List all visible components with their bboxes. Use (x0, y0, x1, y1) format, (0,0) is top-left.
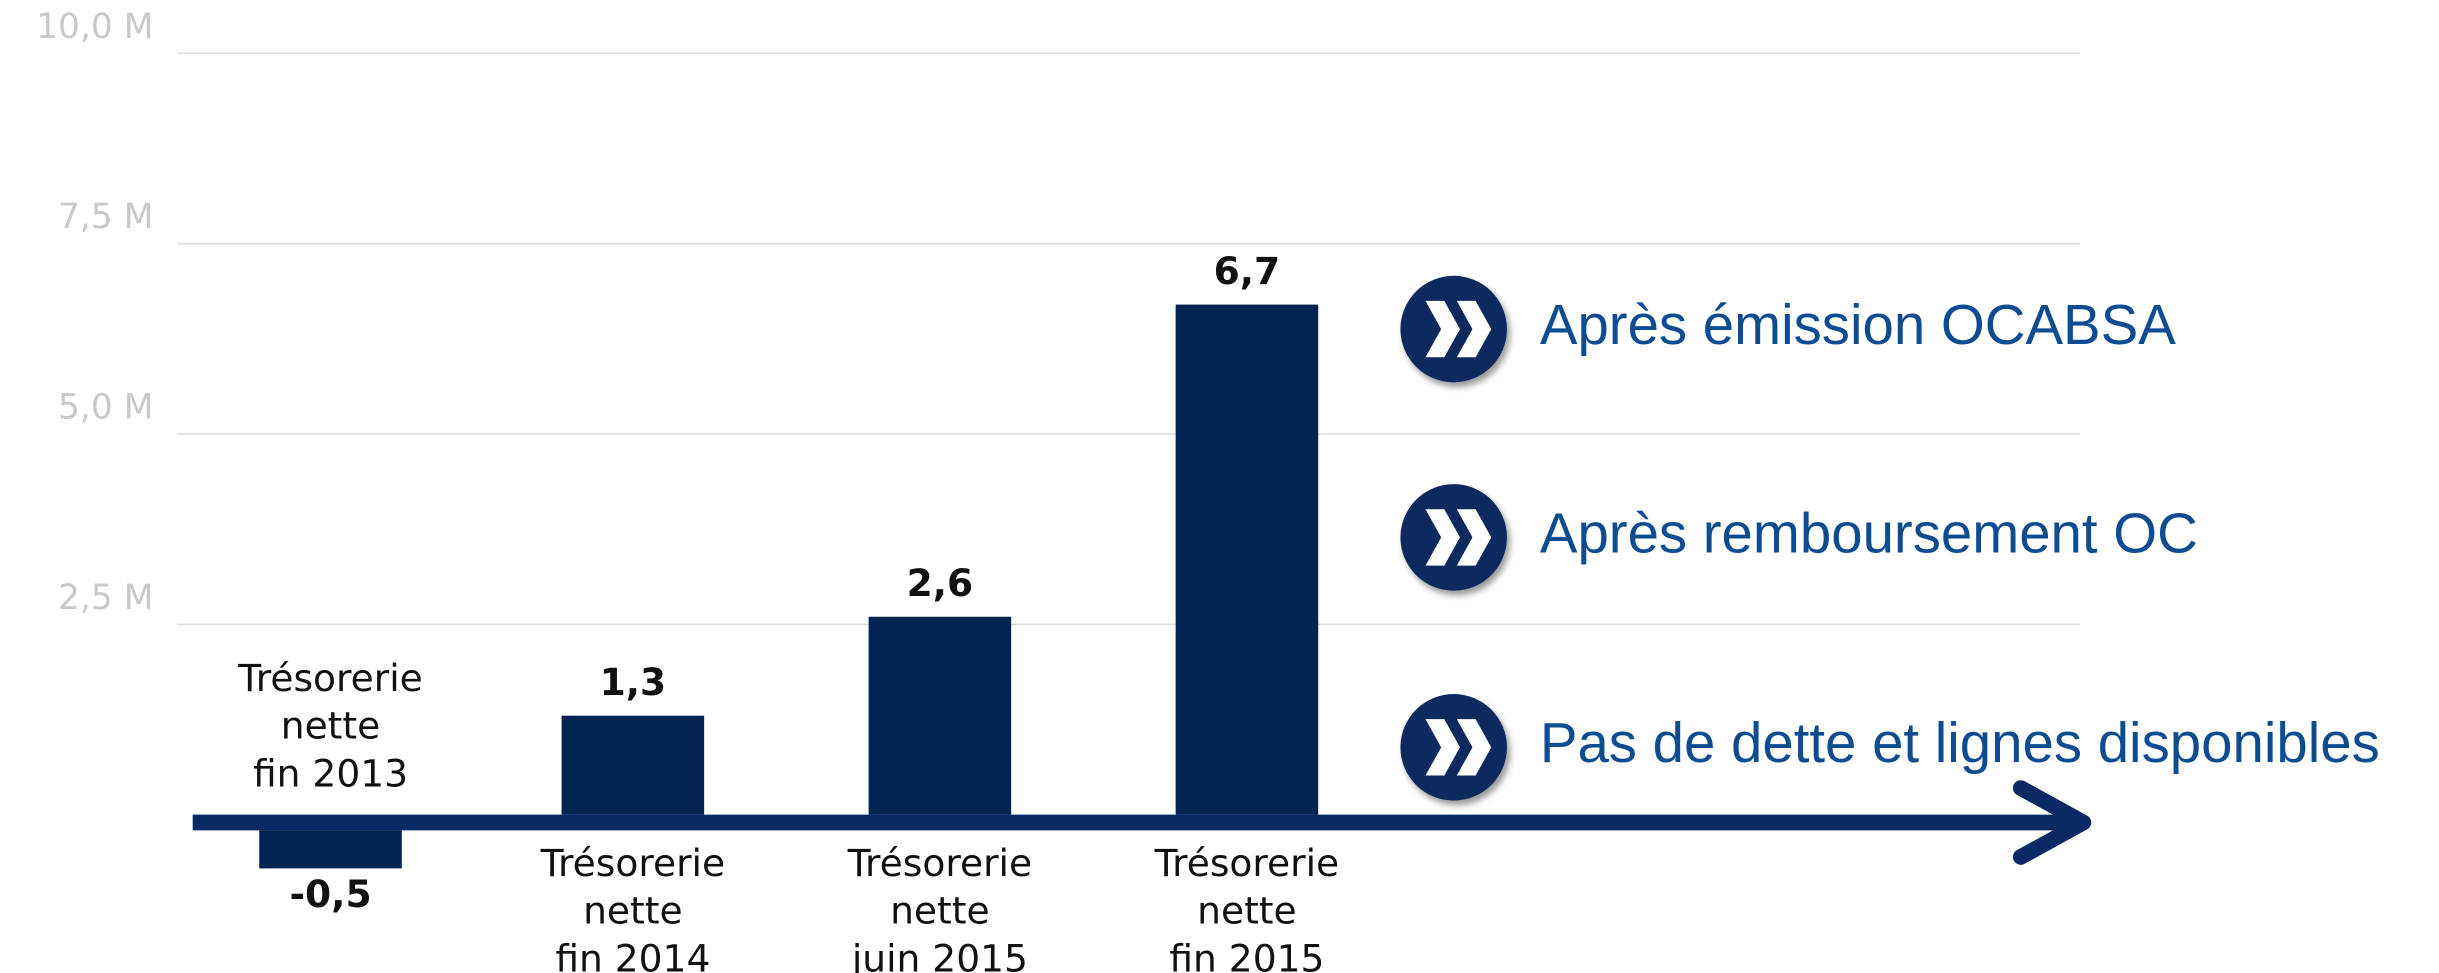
x-tick-label-line: Trésorerie (540, 840, 726, 884)
bar (561, 715, 705, 815)
icon-chevrons (1425, 509, 1492, 566)
x-tick-label-line: Trésorerie (847, 840, 1032, 884)
value-label: 1,3 (600, 660, 667, 704)
x-tick-label: Trésorerie nette fin 2014 (540, 840, 726, 973)
y-tick-label: 7,5 M (58, 197, 153, 237)
x-tick-label-line: nette (1197, 888, 1297, 932)
annotation-icon (1400, 275, 1507, 383)
x-tick-label-line: Trésorerie (237, 655, 423, 699)
x-tick-label-line: nette (281, 703, 381, 747)
annotation: Pas de dette et lignes disponibles (1540, 711, 2380, 774)
x-tick-label-line: fin 2014 (555, 936, 710, 973)
axis-arrow (2012, 780, 2092, 865)
x-tick-label: Trésorerie nette fin 2015 (1154, 840, 1340, 973)
x-tick-label-line: juin 2015 (851, 936, 1028, 973)
annotation-icon (1400, 694, 1507, 801)
x-tick-label: Trésorerie nette juin 2015 (847, 840, 1032, 973)
annotations: Après émission OCABSA Après remboursement… (1400, 275, 2380, 801)
x-tick-label-line: nette (583, 888, 683, 932)
annotation-icon (1400, 484, 1507, 591)
bar (259, 830, 402, 869)
grid: 2,5 M 5,0 M 7,5 M 10,0 M (36, 7, 2081, 626)
x-tick-label-line: fin 2013 (253, 751, 408, 795)
x-axis (192, 780, 2092, 865)
value-label: -0,5 (289, 872, 371, 916)
y-tick-label: 5,0 M (58, 387, 153, 427)
x-tick-label-line: Trésorerie (1154, 840, 1340, 884)
value-label: 6,7 (1214, 249, 1281, 293)
x-tick-label-line: fin 2015 (1169, 936, 1324, 973)
bar (1175, 304, 1319, 815)
y-tick-label: 2,5 M (58, 578, 153, 618)
icon-chevrons (1425, 300, 1492, 358)
x-tick-label: Trésorerie nette fin 2013 (237, 655, 423, 795)
x-tick-label-line: nette (890, 888, 990, 932)
value-label: 2,6 (907, 561, 974, 605)
bar (868, 616, 1012, 815)
annotation: Après émission OCABSA (1540, 293, 2176, 356)
y-tick-label: 10,0 M (36, 7, 153, 47)
annotation: Après remboursement OC (1540, 501, 2198, 564)
icon-chevrons (1425, 719, 1492, 776)
